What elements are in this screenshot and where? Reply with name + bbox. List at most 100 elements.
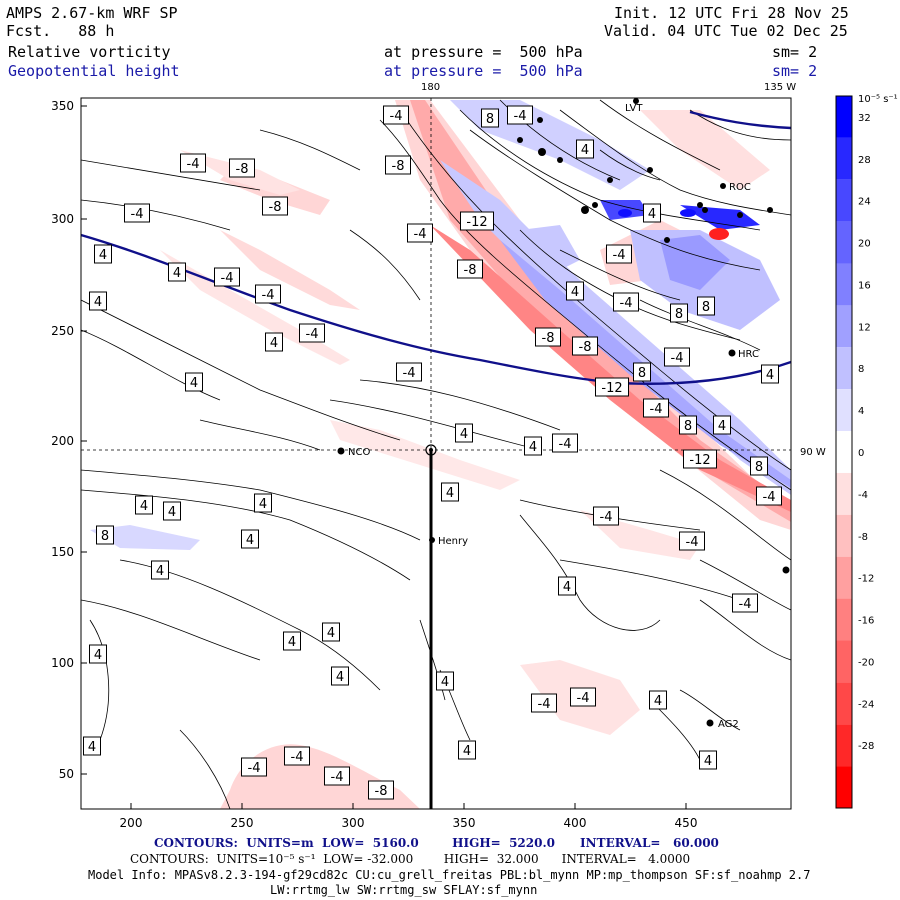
contour-label: -4 — [291, 750, 304, 765]
contour-label-box — [761, 364, 779, 384]
contour-label: 4 — [463, 744, 471, 759]
contour-label: 8 — [675, 307, 683, 322]
init-time: Init. 12 UTC Fri 28 Nov 25 — [614, 4, 849, 22]
colorbar-swatch — [836, 598, 852, 641]
contour-label: -12 — [601, 381, 622, 396]
vorticity-extrema — [618, 209, 729, 240]
colorbar-swatch — [836, 556, 852, 599]
contour-label: 4 — [140, 499, 148, 514]
contour-label-box — [643, 203, 661, 223]
positive-vorticity-shading — [90, 100, 791, 550]
contour-label-box — [613, 292, 639, 312]
contour-label: 4 — [270, 336, 278, 351]
x-tick-label: 300 — [342, 816, 365, 830]
contour-label-box — [679, 415, 697, 435]
contour-label-box — [699, 750, 717, 770]
colorbar-swatch — [836, 96, 852, 138]
contour-label-box — [241, 529, 259, 549]
y-tick-label: 250 — [51, 324, 74, 338]
contour-label: 4 — [581, 143, 589, 158]
contour-label: 4 — [88, 740, 96, 755]
contour-label-box — [593, 506, 619, 526]
contour-label-box — [185, 372, 203, 392]
contour-label-box — [713, 415, 731, 435]
colorbar-unit: 10⁻⁵ s⁻¹ — [858, 94, 898, 105]
contour-label-box — [649, 690, 667, 710]
contour-label: 8 — [486, 112, 494, 127]
contour-label-box — [441, 482, 459, 502]
contour-label-box — [135, 495, 153, 515]
contour-label-box — [322, 622, 340, 642]
contour-label: -4 — [686, 535, 699, 550]
contour-label: -8 — [375, 784, 388, 799]
longitude-90w-label: 90 W — [800, 447, 826, 458]
contour-label: -4 — [131, 207, 144, 222]
contour-label: 4 — [94, 648, 102, 663]
field-vorticity: Relative vorticity — [8, 43, 171, 61]
contour-label: 4 — [441, 675, 449, 690]
contour-label-box — [683, 449, 717, 469]
colorbar-swatch — [836, 263, 852, 306]
contour-label-box — [368, 780, 394, 800]
contour-label: -4 — [414, 227, 427, 242]
contour-label: -4 — [403, 366, 416, 381]
y-tick-label: 300 — [51, 212, 74, 226]
colorbar-swatch — [836, 682, 852, 725]
contour-label-box — [254, 493, 272, 513]
contour-label: 8 — [702, 300, 710, 315]
contour-label-box — [572, 336, 598, 356]
contour-label: 4 — [718, 419, 726, 434]
contour-label: -4 — [390, 109, 403, 124]
smoothing-vorticity: sm= 2 — [772, 43, 818, 61]
vorticity-contours — [81, 99, 791, 809]
contour-label: -4 — [538, 697, 551, 712]
contour-label: -12 — [466, 215, 487, 230]
contour-label-box — [331, 666, 349, 686]
colorbar-tick-label: 8 — [858, 364, 864, 375]
colorbar-tick-label: 4 — [858, 406, 864, 417]
contour-label: 4 — [327, 626, 335, 641]
contour-label: -8 — [236, 162, 249, 177]
contour-label-box — [507, 105, 533, 125]
contour-label: -8 — [542, 331, 555, 346]
contour-label: 4 — [259, 497, 267, 512]
colorbar-swatch — [836, 305, 852, 348]
contour-label-box — [664, 347, 690, 367]
contour-label: -4 — [739, 597, 752, 612]
colorbar-tick-label: -12 — [858, 574, 874, 585]
x-tick-label: 250 — [231, 816, 254, 830]
contour-label: 8 — [638, 366, 646, 381]
y-tick-label: 350 — [51, 99, 74, 113]
contour-label: -4 — [514, 109, 527, 124]
station-roc: ROC — [729, 182, 751, 193]
contour-label: -4 — [306, 327, 319, 342]
colorbar-tick-label: 24 — [858, 197, 871, 208]
x-axis: 200 250 300 350 400 450 — [120, 803, 698, 830]
model-title: AMPS 2.67-km WRF SP — [6, 4, 178, 22]
contour-label: -4 — [671, 351, 684, 366]
contour-label-box — [283, 631, 301, 651]
contour-label: 4 — [190, 376, 198, 391]
contour-label: -4 — [620, 296, 633, 311]
colorbar-swatch — [836, 472, 852, 515]
contour-label-box — [284, 746, 310, 766]
model-info: Model Info: MPASv8.2.3-194-gf29cd82c CU:… — [88, 868, 811, 882]
colorbar-swatch — [836, 389, 852, 432]
field-geopotential: Geopotential height — [8, 62, 180, 80]
y-tick-label: 150 — [51, 545, 74, 559]
colorbar-tick-label: -4 — [858, 490, 868, 501]
contour-label-box — [531, 693, 557, 713]
y-tick-label: 100 — [51, 656, 74, 670]
contour-label: 4 — [336, 670, 344, 685]
contour-label-box — [595, 377, 629, 397]
contour-label: -4 — [221, 271, 234, 286]
contour-label: -4 — [331, 770, 344, 785]
contour-label: 4 — [766, 368, 774, 383]
level-vorticity: at pressure = 500 hPa — [384, 43, 583, 61]
contour-label-box — [383, 105, 409, 125]
contour-label-box — [576, 139, 594, 159]
longitude-135w-label: 135 W — [764, 82, 796, 93]
x-tick-label: 450 — [675, 816, 698, 830]
